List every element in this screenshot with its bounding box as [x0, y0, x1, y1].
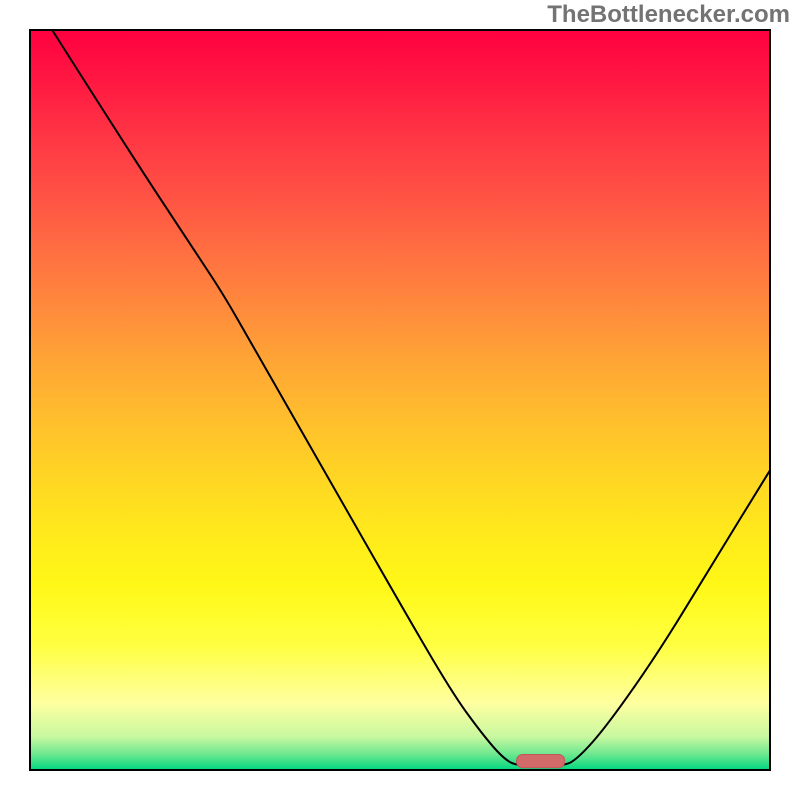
plot-background	[30, 30, 770, 770]
bottleneck-chart: TheBottlenecker.com	[0, 0, 800, 800]
watermark-text: TheBottlenecker.com	[547, 1, 790, 28]
chart-container: TheBottlenecker.com	[0, 0, 800, 800]
optimal-marker	[517, 754, 565, 767]
